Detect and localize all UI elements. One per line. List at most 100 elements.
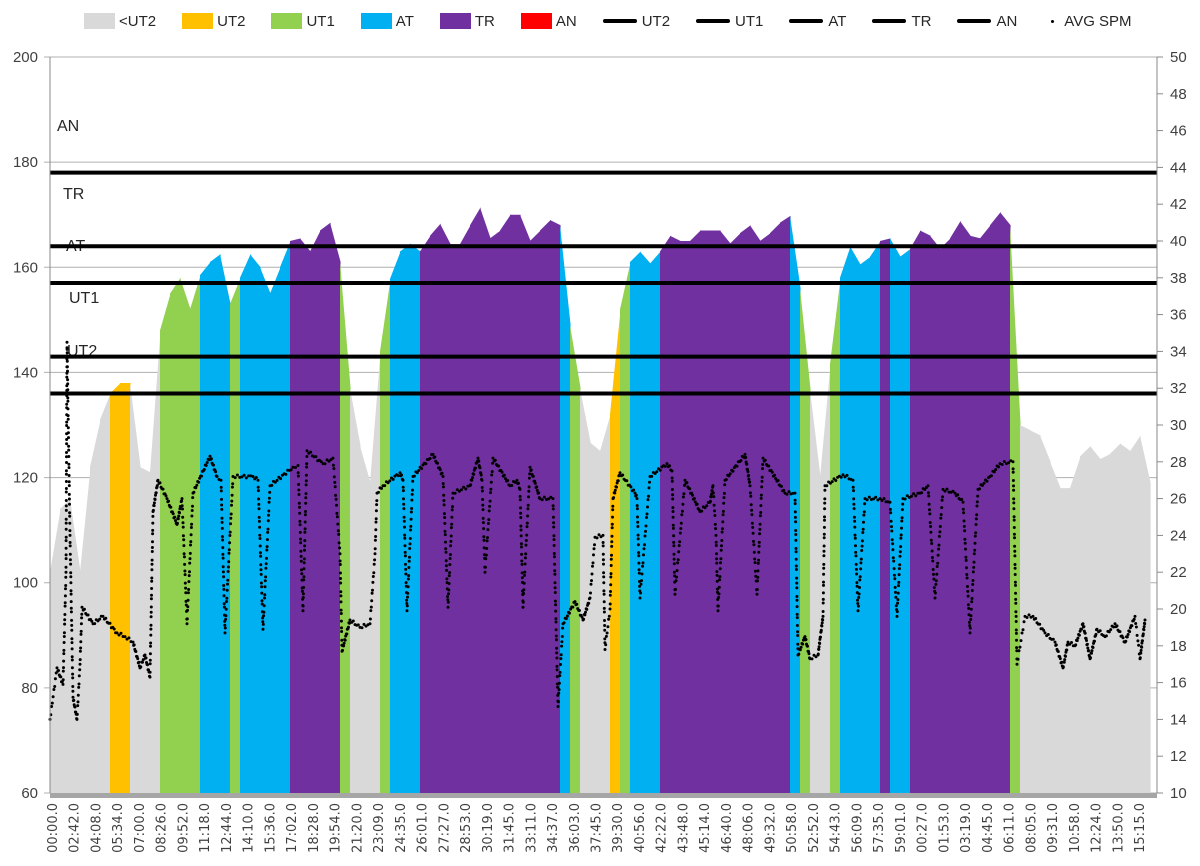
spm-dot (298, 505, 301, 509)
spm-dot (1013, 554, 1017, 558)
spm-dot (610, 540, 614, 544)
spm-dot (335, 503, 338, 507)
spm-dot (412, 474, 416, 478)
spm-dot (855, 572, 859, 576)
spm-dot (80, 616, 84, 620)
spm-dot (289, 468, 293, 472)
spm-dot (256, 489, 260, 493)
spm-dot (819, 635, 822, 639)
spm-dot (920, 491, 924, 495)
y-right-tick-label: 18 (1170, 638, 1187, 655)
spm-dot (480, 489, 484, 493)
spm-dot (161, 487, 165, 491)
spm-dot (932, 572, 935, 576)
spm-dot (535, 489, 539, 492)
spm-dot (1142, 625, 1146, 629)
spm-dot (1014, 583, 1017, 587)
spm-dot (997, 465, 1001, 469)
spm-dot (369, 609, 373, 613)
spm-dot (79, 632, 83, 636)
x-tick-label: 48:06.0 (742, 803, 757, 853)
hr-area-segment (760, 233, 771, 794)
spm-dot (148, 652, 152, 656)
spm-dot (523, 573, 526, 577)
spm-dot (75, 717, 79, 721)
spm-dot (1012, 526, 1016, 529)
spm-dot (341, 648, 344, 652)
spm-dot (62, 641, 66, 644)
spm-dot (967, 606, 971, 610)
spm-dot (59, 675, 63, 679)
spm-dot (814, 655, 818, 659)
hr-area-segment (400, 243, 411, 794)
spm-dot (69, 581, 73, 585)
spm-dot (1014, 591, 1018, 595)
spm-dot (78, 658, 82, 662)
spm-dot (185, 617, 189, 621)
spm-dot (643, 534, 647, 538)
spm-dot (453, 491, 457, 495)
spm-dot (941, 495, 945, 499)
spm-dot (491, 461, 495, 465)
spm-dot (256, 485, 260, 489)
spm-dot (655, 470, 659, 474)
x-tick-label: 45:14.0 (698, 803, 713, 853)
spm-dot (934, 582, 938, 586)
spm-dot (895, 614, 899, 618)
spm-dot (244, 476, 248, 480)
x-tick-label: 08:05.0 (1024, 803, 1039, 853)
spm-dot (53, 677, 57, 681)
x-tick-label: 01:53.0 (937, 803, 952, 853)
spm-dot (822, 536, 826, 540)
spm-dot (560, 635, 564, 638)
spm-dot (303, 527, 307, 531)
spm-dot (901, 502, 905, 506)
spm-dot (1134, 622, 1138, 625)
spm-dot (404, 572, 408, 576)
spm-dot (562, 621, 566, 625)
spm-dot (889, 511, 893, 515)
spm-dot (487, 518, 491, 522)
spm-dot (69, 606, 73, 610)
spm-dot (259, 572, 263, 576)
spm-dot (1015, 638, 1018, 642)
spm-dot (131, 640, 135, 644)
hr-area-segment (1000, 212, 1011, 794)
spm-dot (444, 540, 447, 544)
spm-dot (587, 601, 591, 605)
spm-dot (635, 497, 639, 501)
spm-dot (334, 497, 338, 501)
hr-area-segment (410, 243, 421, 794)
spm-dot (67, 455, 71, 458)
spm-dot (1113, 622, 1117, 626)
spm-dot (531, 474, 535, 478)
spm-dot (676, 558, 680, 562)
spm-dot (1014, 620, 1018, 623)
spm-dot (555, 675, 559, 679)
spm-dot (603, 648, 607, 651)
spm-dot (374, 517, 378, 521)
spm-dot (796, 630, 800, 634)
spm-dot (601, 533, 605, 537)
x-tick-label: 28:53.0 (459, 803, 474, 853)
spm-dot (71, 676, 75, 680)
spm-dot (267, 513, 270, 517)
spm-dot (793, 515, 797, 519)
spm-dot (761, 467, 764, 471)
hr-area-segment (670, 235, 681, 793)
spm-dot (1094, 632, 1098, 636)
hr-area-segment (260, 267, 271, 793)
spm-dot (70, 658, 74, 662)
spm-dot (504, 477, 507, 481)
spm-dot (1061, 665, 1065, 669)
spm-dot (555, 656, 559, 660)
spm-dot (222, 584, 226, 587)
spm-dot (601, 544, 605, 548)
spm-dot (758, 527, 762, 531)
spm-dot (934, 579, 938, 583)
spm-dot (962, 524, 966, 528)
spm-dot (68, 533, 72, 537)
spm-dot (714, 544, 718, 547)
spm-dot (190, 509, 194, 512)
spm-dot (927, 494, 931, 498)
